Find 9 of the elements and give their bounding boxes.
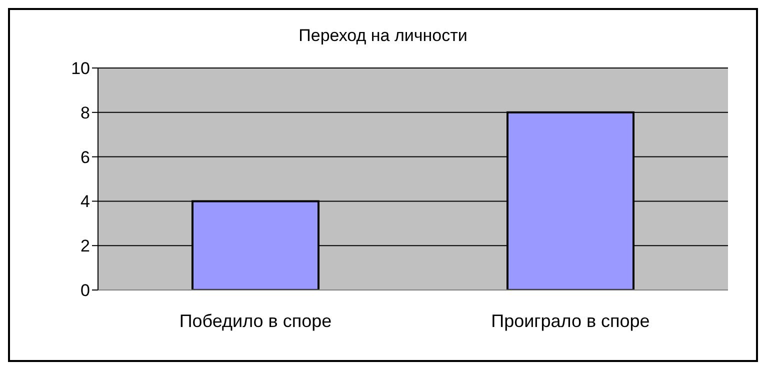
y-tick-label: 2 xyxy=(80,236,90,256)
y-tick-label: 0 xyxy=(80,281,90,300)
y-tick-label: 10 xyxy=(71,59,90,78)
x-tick-label: Проиграло в споре xyxy=(491,310,650,331)
y-tick-label: 8 xyxy=(80,103,90,122)
x-tick-label: Победило в споре xyxy=(179,310,332,331)
chart-title: Переход на личности xyxy=(298,25,468,47)
y-tick-label: 6 xyxy=(80,148,90,167)
y-tick-label: 4 xyxy=(80,192,90,212)
